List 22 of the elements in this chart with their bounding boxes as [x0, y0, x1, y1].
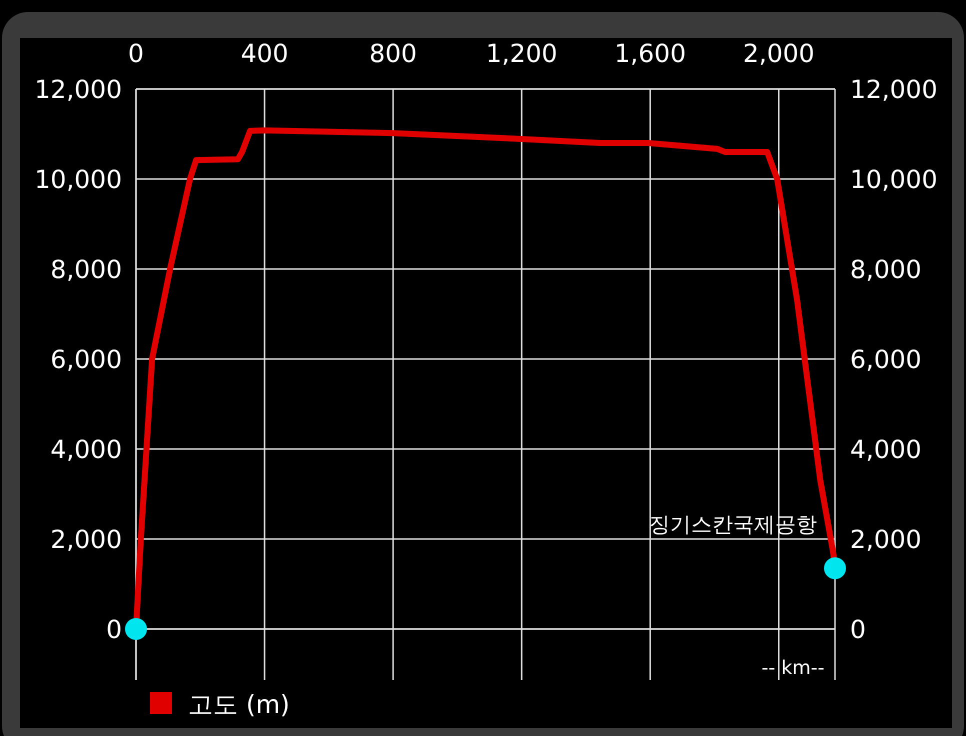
y-tick-label: 0 — [106, 615, 122, 644]
x-tick-label: 2,000 — [742, 39, 815, 68]
x-tick-label: 0 — [128, 39, 144, 68]
y-tick-label: 2,000 — [50, 525, 122, 554]
legend-label: 고도 (m) — [188, 690, 290, 719]
y-tick-label: 10,000 — [34, 165, 122, 194]
y-tick-label: 12,000 — [34, 75, 122, 104]
y2-tick-label: 0 — [850, 615, 866, 644]
x-tick-label: 800 — [369, 39, 417, 68]
x-tick-label: 1,200 — [486, 39, 558, 68]
y-tick-label: 8,000 — [50, 255, 122, 284]
y2-tick-label: 8,000 — [850, 255, 922, 284]
y2-tick-label: 6,000 — [850, 345, 922, 374]
y2-tick-label: 2,000 — [850, 525, 922, 554]
x-tick-label: 400 — [240, 39, 288, 68]
y2-tick-label: 12,000 — [850, 75, 938, 104]
y2-tick-label: 10,000 — [850, 165, 938, 194]
y-tick-label: 6,000 — [50, 345, 122, 374]
y-tick-label: 4,000 — [50, 435, 122, 464]
x-axis-title: -- km-- — [762, 657, 824, 679]
y2-tick-label: 4,000 — [850, 435, 922, 464]
x-tick-label: 1,600 — [614, 39, 686, 68]
